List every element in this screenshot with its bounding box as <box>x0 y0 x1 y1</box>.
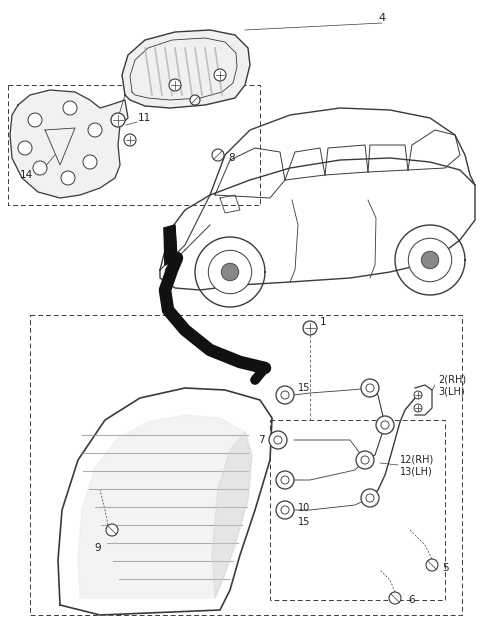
Circle shape <box>381 421 389 429</box>
Polygon shape <box>212 432 252 598</box>
Text: 1: 1 <box>320 317 326 327</box>
Circle shape <box>111 113 125 127</box>
Circle shape <box>269 431 287 449</box>
Text: 6: 6 <box>408 595 415 605</box>
Circle shape <box>366 494 374 502</box>
Circle shape <box>421 251 439 269</box>
Circle shape <box>414 391 422 399</box>
Polygon shape <box>10 90 128 198</box>
Circle shape <box>214 69 226 81</box>
Circle shape <box>169 79 181 91</box>
Circle shape <box>366 384 374 392</box>
Circle shape <box>28 113 42 127</box>
Text: 11: 11 <box>138 113 151 123</box>
Circle shape <box>281 391 289 399</box>
Text: 2(RH): 2(RH) <box>438 375 466 385</box>
Text: 7: 7 <box>258 435 265 445</box>
Text: 5: 5 <box>442 563 449 573</box>
Circle shape <box>361 456 369 464</box>
Circle shape <box>212 149 224 161</box>
Circle shape <box>361 489 379 507</box>
Circle shape <box>274 436 282 444</box>
Polygon shape <box>58 388 272 615</box>
Text: 8: 8 <box>228 153 235 163</box>
Text: 4: 4 <box>378 13 385 23</box>
Text: 10: 10 <box>298 503 310 513</box>
Circle shape <box>33 161 47 175</box>
Circle shape <box>124 134 136 146</box>
Circle shape <box>18 141 32 155</box>
Circle shape <box>356 451 374 469</box>
Text: 13(LH): 13(LH) <box>400 467 433 477</box>
Circle shape <box>276 386 294 404</box>
Text: 3(LH): 3(LH) <box>438 387 465 397</box>
Circle shape <box>61 171 75 185</box>
Circle shape <box>276 501 294 519</box>
Circle shape <box>208 250 252 294</box>
Text: 15: 15 <box>298 517 311 527</box>
Circle shape <box>361 379 379 397</box>
Circle shape <box>88 123 102 137</box>
Polygon shape <box>78 415 252 598</box>
Circle shape <box>389 592 401 604</box>
Circle shape <box>376 416 394 434</box>
Polygon shape <box>164 225 177 265</box>
Circle shape <box>414 404 422 412</box>
Text: 12(RH): 12(RH) <box>400 455 434 465</box>
Circle shape <box>63 101 77 115</box>
Circle shape <box>281 476 289 484</box>
Polygon shape <box>122 30 250 108</box>
Circle shape <box>408 238 452 282</box>
Circle shape <box>276 471 294 489</box>
Text: 15: 15 <box>298 383 311 393</box>
Circle shape <box>303 321 317 335</box>
Circle shape <box>426 559 438 571</box>
Circle shape <box>190 95 200 105</box>
Circle shape <box>281 506 289 514</box>
Text: 14: 14 <box>20 170 33 180</box>
Circle shape <box>83 155 97 169</box>
Text: 9: 9 <box>95 543 101 553</box>
Circle shape <box>106 524 118 536</box>
Circle shape <box>221 264 239 281</box>
